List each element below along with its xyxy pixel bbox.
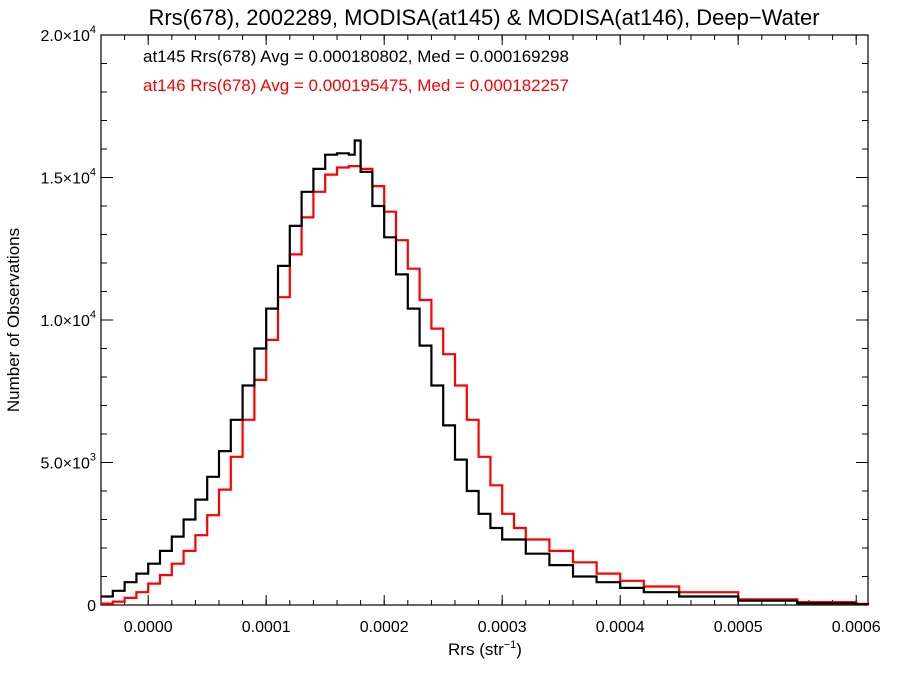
x-axis-label-exp: −1	[504, 639, 517, 651]
y-tick-label-base: 1.0×10	[40, 313, 89, 330]
x-tick-label: 0.0004	[596, 619, 645, 636]
x-tick-label: 0.0003	[478, 619, 527, 636]
series-line-1	[101, 165, 870, 605]
x-tick-label: 0.0005	[714, 619, 763, 636]
annotation-at146: at146 Rrs(678) Avg = 0.000195475, Med = …	[143, 76, 569, 95]
y-tick-label-exp: 3	[90, 452, 96, 464]
y-tick-label: 1.0×104	[40, 309, 96, 330]
x-tick-label: 0.0001	[242, 619, 291, 636]
x-tick-label: 0.0000	[124, 619, 173, 636]
series-layer	[101, 139, 870, 606]
annotation-at145: at145 Rrs(678) Avg = 0.000180802, Med = …	[143, 47, 569, 66]
y-tick-label-exp: 4	[90, 309, 96, 321]
y-tick-label: 5.0×103	[40, 452, 96, 473]
y-tick-label-base: 1.5×10	[40, 171, 89, 188]
x-axis-ticks: 0.0000 0.0001 0.0002 0.0003 0.0004 0.0005 0.00…	[100, 35, 881, 636]
plot-frame	[100, 34, 869, 606]
x-tick-label: 0.0002	[360, 619, 409, 636]
x-tick-label: 0.0006	[832, 619, 881, 636]
y-tick-label-exp: 4	[90, 24, 96, 36]
y-tick-label-base: 5.0×10	[40, 456, 89, 473]
y-tick-label: 1.5×104	[40, 167, 96, 188]
x-axis-label-base: Rrs (str	[448, 640, 504, 659]
series-line-0	[101, 139, 870, 606]
x-axis-label: Rrs (str−1)	[448, 639, 522, 659]
y-tick-label-base: 2.0×10	[40, 28, 89, 45]
y-tick-label-exp: 4	[90, 167, 96, 179]
chart-title: Rrs(678), 2002289, MODISA(at145) & MODIS…	[148, 5, 819, 30]
y-tick-label: 2.0×104	[40, 24, 96, 45]
y-axis-label: Number of Observations	[4, 228, 23, 412]
y-tick-label-base: 0	[87, 598, 96, 615]
y-tick-label: 0	[87, 598, 96, 615]
x-axis-label-end: )	[516, 640, 522, 659]
